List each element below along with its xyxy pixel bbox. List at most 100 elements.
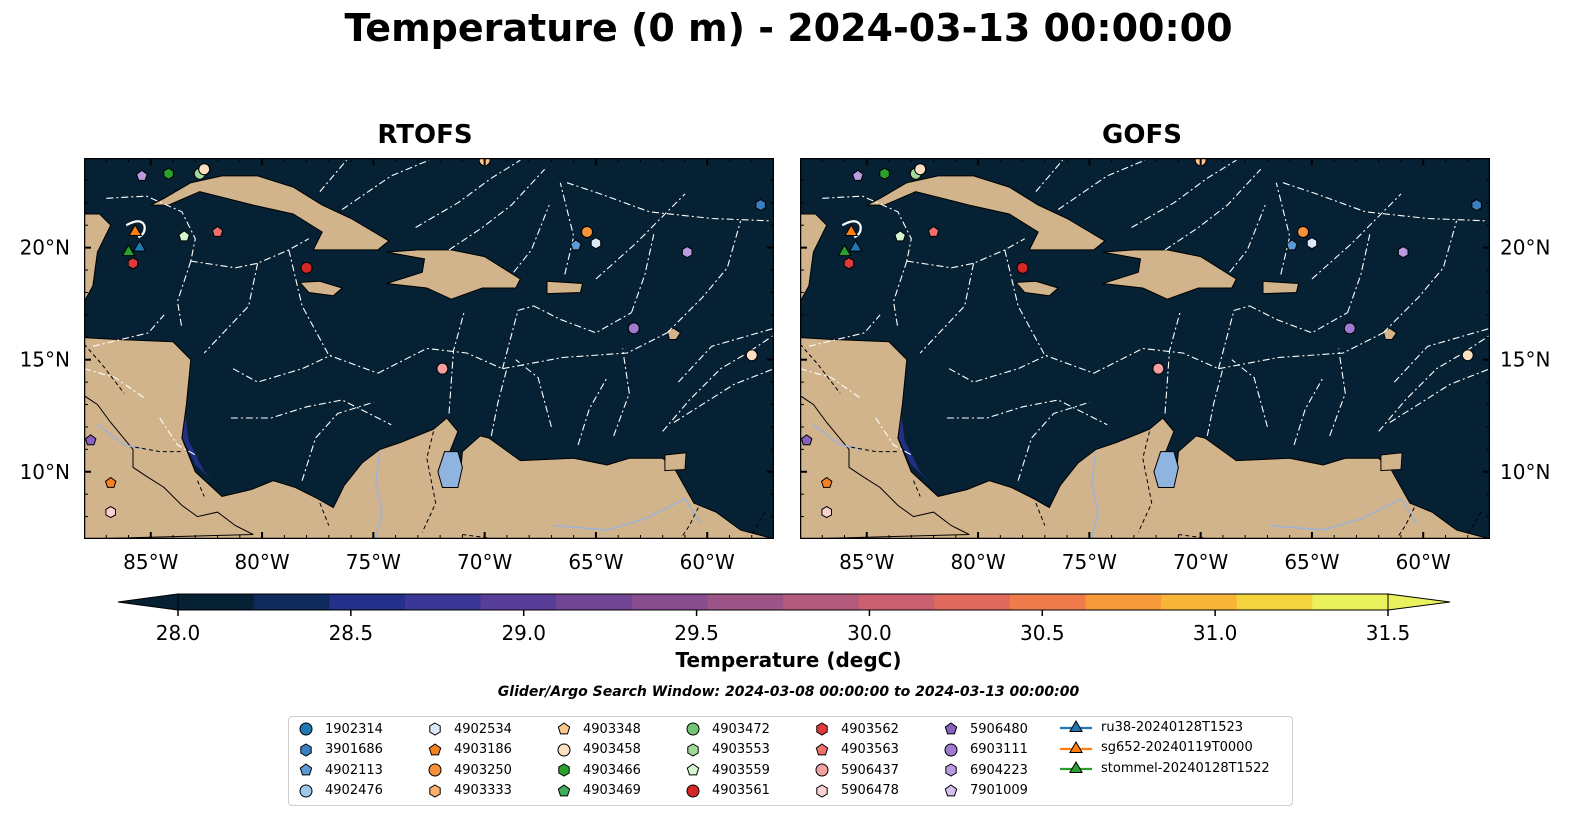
legend-label: 7901009	[970, 783, 1028, 798]
lon-tick-label: 65°W	[1284, 550, 1339, 574]
legend-item-4903186: 4903186	[424, 740, 512, 760]
eez-boundary	[577, 377, 608, 446]
hexagon-marker-icon	[429, 722, 441, 736]
eez-boundary	[946, 399, 1108, 426]
legend-item-7901009: 7901009	[940, 781, 1028, 801]
colorbar-segment	[934, 594, 1011, 610]
lon-tick-label: 80°W	[950, 550, 1005, 574]
eez-boundary	[559, 182, 575, 275]
lat-tick-label-left: 15°N	[20, 348, 70, 372]
legend-item-5906478: 5906478	[811, 781, 899, 801]
eez-boundary	[84, 368, 145, 399]
legend-label: 4903348	[583, 721, 641, 737]
colorbar-segment	[178, 594, 255, 610]
colorbar-tick-label: 31.0	[1193, 621, 1238, 645]
legend-item-4902113: 4902113	[295, 760, 383, 780]
colorbar-segment	[404, 594, 481, 610]
eez-boundary	[822, 195, 912, 262]
pentagon-marker-icon	[299, 763, 313, 776]
colorbar-segment	[707, 594, 784, 610]
pentagon-marker-icon	[686, 763, 700, 776]
argo-float-marker	[1016, 261, 1029, 274]
legend-item-5906480: 5906480	[940, 719, 1028, 739]
argo-float-marker	[1297, 225, 1310, 238]
legend-item-6904223: 6904223	[940, 760, 1028, 780]
land-cuba	[150, 175, 390, 251]
map-frame	[84, 158, 774, 539]
lat-tick-label-left: 10°N	[20, 460, 70, 484]
colorbar-segment	[858, 594, 935, 610]
hexagon-marker-icon	[945, 763, 957, 777]
lon-tick-label: 60°W	[1396, 550, 1451, 574]
map-axis-labels: 85°W 80°W 75°W 70°W 65°W 60°W 85°W 80°W 75°W 70°W…	[20, 236, 1551, 574]
eez-boundary	[1311, 193, 1402, 280]
argo-float-marker	[300, 261, 313, 274]
legend: 1902314 3901686 4902113 4902476 4902534 49031…	[288, 716, 1293, 806]
eez-boundary	[230, 399, 392, 426]
legend-label: 4903472	[712, 721, 770, 737]
eez-boundary	[1164, 310, 1182, 414]
lat-tick-label-right: 10°N	[1500, 460, 1550, 484]
eez-boundary	[190, 238, 310, 269]
argo-float-marker	[105, 506, 116, 519]
colorbar-tick-label: 30.0	[847, 621, 892, 645]
argo-float-marker	[914, 163, 927, 176]
river-line	[553, 497, 702, 531]
eez-boundary	[1393, 327, 1490, 383]
legend-item-6903111: 6903111	[940, 740, 1028, 760]
hexagon-marker-icon	[429, 783, 441, 798]
hexagon-marker-icon	[816, 722, 828, 736]
legend-label: 4902113	[325, 762, 383, 778]
country-border	[197, 480, 205, 497]
eez-boundary	[288, 249, 378, 374]
land-cuba	[866, 175, 1106, 251]
argo-float-marker	[211, 225, 224, 237]
eez-boundary	[1017, 401, 1090, 481]
country-border	[84, 343, 125, 394]
circle-marker-icon	[428, 763, 442, 777]
pentagon-marker-icon	[557, 722, 571, 735]
glider-marker	[844, 224, 859, 236]
country-border	[1467, 511, 1482, 535]
country-border	[913, 480, 921, 497]
hexagon-marker-icon	[300, 742, 312, 757]
legend-item-stommel-20240128T1522: stommel-20240128T1522	[1059, 758, 1270, 778]
argo-float-marker	[178, 230, 190, 242]
legend-item-4903562: 4903562	[811, 719, 899, 739]
eez-boundary	[501, 305, 534, 369]
hexagon-marker-icon	[558, 763, 570, 777]
hexagon-marker-icon	[816, 783, 828, 798]
argo-float-marker	[84, 434, 97, 446]
colorbar-frame	[177, 593, 1389, 611]
country-border	[751, 511, 766, 535]
eez-boundary	[106, 195, 196, 262]
hexagon-marker-icon	[558, 763, 570, 777]
legend-item-4903333: 4903333	[424, 781, 512, 801]
country-border	[1137, 431, 1153, 533]
argo-float-marker	[755, 199, 766, 212]
eez-boundary	[1378, 334, 1490, 432]
circle-marker-icon	[428, 763, 442, 777]
legend-label: 6903111	[970, 742, 1028, 757]
land-pacificSide	[800, 394, 970, 539]
eez-boundary	[666, 220, 742, 334]
legend-item-4902476: 4902476	[295, 781, 383, 801]
circle-marker-icon	[299, 722, 313, 736]
argo-float-marker	[927, 225, 940, 237]
glider-line-marker-icon	[1060, 720, 1092, 732]
eez-boundary	[1231, 359, 1268, 428]
country-border	[1396, 507, 1415, 539]
legend-item-4903553: 4903553	[682, 740, 770, 760]
colorbar-segment	[783, 594, 860, 610]
legend-label: 4903559	[712, 762, 770, 778]
river-line	[1269, 497, 1418, 531]
legend-label: 6904223	[970, 762, 1028, 778]
legend-label: 4903458	[583, 742, 641, 757]
colorbar-tick-label: 28.5	[329, 621, 374, 645]
lake-maracaibo	[437, 451, 463, 488]
legend-label: 4903562	[841, 721, 899, 737]
lon-tick-label: 65°W	[568, 550, 623, 574]
legend-label: 3901686	[325, 742, 383, 757]
panel-title-rtofs: RTOFS	[377, 120, 473, 150]
lon-tick-label: 85°W	[123, 550, 178, 574]
